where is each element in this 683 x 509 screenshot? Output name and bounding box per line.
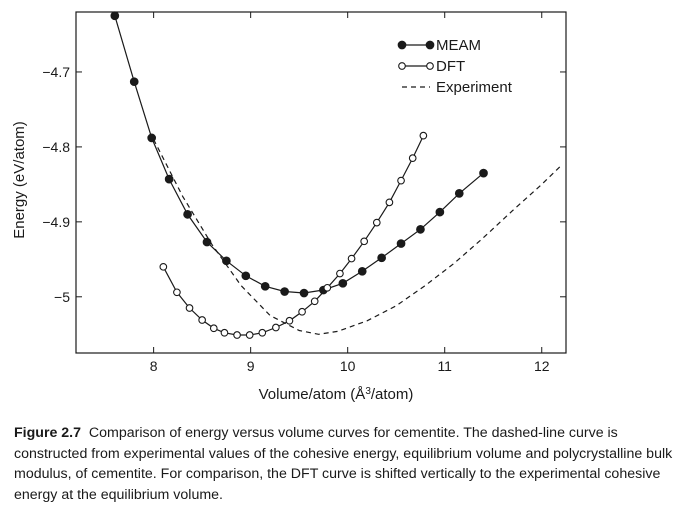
dft-data-point (419, 131, 428, 140)
y-tick-label: −4.7 (42, 64, 70, 80)
meam-data-point (377, 253, 386, 263)
axis-ticks: 8 9 10 11 12 −4.7 −4.8 −4.9 −5 (42, 12, 566, 374)
dft-data-point (323, 283, 332, 292)
dft-data-point (372, 218, 381, 227)
legend-dft-marker (426, 62, 434, 70)
chart-container: 8 9 10 11 12 −4.7 −4.8 −4.9 −5 MEAM DFT Experiment… (11, 11, 567, 404)
plot-frame (75, 11, 567, 354)
meam-data-point (110, 11, 120, 21)
x-tick-label: 9 (247, 358, 255, 374)
dft-data-point (347, 254, 356, 263)
dft-series-line (162, 135, 424, 336)
dft-data-point (185, 304, 194, 312)
legend-experiment-label: Experiment (436, 79, 513, 96)
dft-data-point (159, 262, 168, 271)
meam-data-point (479, 168, 488, 178)
x-tick-label: 10 (340, 358, 356, 374)
dft-data-point (209, 324, 218, 333)
dft-data-point (173, 288, 181, 297)
series-layer (110, 11, 562, 339)
meam-data-point (183, 210, 192, 219)
dft-data-point (298, 307, 306, 316)
x-tick-label: 11 (437, 358, 452, 374)
x-tick-label: 8 (150, 358, 158, 374)
meam-data-point (164, 174, 174, 184)
meam-data-point (299, 288, 309, 298)
y-axis-title: Energy (eV/atom) (11, 121, 28, 239)
dft-data-point (198, 316, 206, 324)
plot-border (75, 11, 567, 354)
dft-data-point (233, 331, 241, 339)
x-axis-title-suffix: /atom) (371, 386, 414, 403)
meam-data-point (260, 281, 270, 291)
y-tick-label: −4.8 (42, 139, 70, 155)
meam-data-point (241, 271, 251, 281)
figure-caption: Figure 2.7 Comparison of energy versus v… (14, 423, 674, 505)
legend-dft-label: DFT (436, 58, 465, 75)
dft-data-point (310, 297, 319, 306)
dft-data-point (408, 154, 417, 162)
y-tick-label: −5 (54, 289, 70, 305)
x-axis-title: Volume/atom (Å3/atom) (259, 386, 414, 404)
meam-data-point (280, 287, 289, 296)
dft-data-point (258, 328, 267, 337)
caption-text: Comparison of energy versus volume curve… (14, 425, 673, 503)
meam-data-point (129, 77, 139, 87)
energy-volume-chart: 8 9 10 11 12 −4.7 −4.8 −4.9 −5 MEAM DFT Experiment… (11, 11, 567, 404)
dft-data-point (385, 198, 394, 207)
meam-data-point (435, 207, 445, 217)
meam-series-line (114, 15, 484, 294)
legend-dft-marker (398, 62, 406, 70)
x-tick-label: 12 (534, 358, 550, 374)
meam-data-point (416, 224, 425, 234)
meam-data-point (396, 239, 406, 248)
legend: MEAM DFT Experiment (397, 37, 513, 96)
legend-meam-label: MEAM (436, 37, 481, 54)
dft-data-point (285, 316, 294, 325)
dft-data-point (272, 323, 280, 332)
x-axis-title-superscript: 3 (365, 386, 371, 397)
meam-data-point (202, 237, 212, 247)
y-tick-label: −4.9 (42, 214, 70, 230)
x-axis-title-prefix: Volume/atom (Å (259, 386, 366, 403)
meam-data-point (338, 278, 348, 288)
legend-meam-marker (397, 40, 407, 50)
legend-meam-marker (425, 40, 435, 50)
meam-data-point (357, 266, 367, 276)
dft-data-point (360, 237, 369, 246)
meam-data-point (454, 189, 464, 198)
dft-data-point (336, 269, 344, 278)
caption-label: Figure 2.7 (14, 425, 82, 441)
experiment-series-line (153, 139, 562, 335)
dft-data-point (245, 331, 254, 339)
dft-data-point (397, 176, 405, 185)
meam-data-point (222, 256, 231, 266)
dft-data-point (220, 328, 229, 337)
